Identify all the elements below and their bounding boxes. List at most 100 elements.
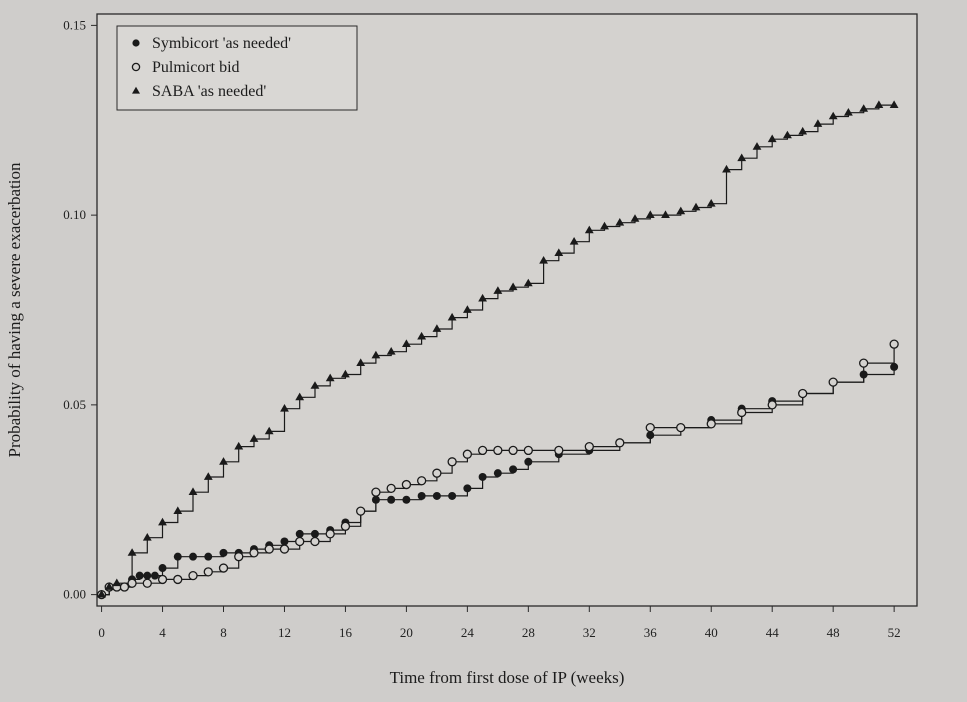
series-0-point — [280, 537, 289, 546]
x-tick-label: 4 — [159, 625, 166, 640]
series-1-point — [157, 574, 168, 585]
series-0-point — [371, 495, 380, 504]
series-0-point — [402, 495, 411, 504]
series-0-point — [143, 571, 152, 580]
series-0-point — [417, 491, 426, 500]
series-1-point — [798, 388, 808, 399]
series-0-point — [478, 472, 487, 481]
series-1-point — [249, 548, 259, 558]
series-2-point — [752, 142, 762, 150]
series-1-point — [432, 468, 442, 478]
series-2-point — [889, 100, 899, 108]
series-markers-group — [96, 100, 899, 600]
series-1-point — [416, 476, 427, 486]
series-0-point — [204, 552, 213, 561]
series-1-point — [234, 552, 244, 562]
series-1-point — [767, 400, 777, 410]
series-1-point — [127, 578, 137, 588]
series-2-point — [798, 126, 808, 135]
series-1-point — [142, 578, 152, 588]
legend-items: Symbicort 'as needed' Pulmicort bid SABA '… — [131, 35, 291, 100]
legend-marker-0 — [132, 39, 140, 47]
series-1-point — [356, 506, 366, 516]
series-2-point — [432, 324, 442, 332]
x-tick-label: 16 — [339, 625, 353, 640]
series-2-point — [645, 210, 655, 218]
series-2-point — [737, 153, 747, 162]
series-0-point — [448, 491, 457, 500]
series-0-point — [173, 552, 182, 561]
y-tick-label: 0.15 — [63, 17, 86, 32]
series-0-point — [524, 457, 533, 466]
series-1-point — [554, 445, 564, 456]
series-2-point — [676, 206, 686, 215]
series-2-point — [554, 248, 564, 256]
series-2-point — [386, 347, 396, 355]
y-tick-label: 0.00 — [63, 587, 86, 602]
series-2-point — [402, 339, 411, 347]
series-2-point — [661, 210, 670, 218]
series-2-point — [584, 225, 594, 234]
series-2-point — [371, 350, 381, 359]
series-2-point — [447, 312, 457, 321]
series-1-point — [676, 422, 686, 433]
series-2-point — [493, 286, 503, 294]
series-1-point — [386, 483, 396, 494]
series-1-point — [645, 422, 655, 433]
series-1-point — [203, 567, 213, 577]
series-2-point — [249, 434, 259, 442]
series-2-point — [203, 472, 213, 480]
series-1-point — [447, 457, 457, 467]
series-2-point — [356, 358, 366, 366]
series-1-point — [295, 536, 305, 547]
series-1-point — [401, 479, 412, 490]
series-0-point — [135, 571, 144, 580]
legend-label-2: SABA 'as needed' — [152, 83, 266, 100]
series-2-point — [828, 111, 838, 120]
x-tick-label: 28 — [522, 625, 535, 640]
series-2-point — [127, 548, 137, 556]
legend-box — [116, 25, 358, 111]
x-tick-label: 52 — [888, 625, 901, 640]
series-0-point — [295, 529, 304, 538]
x-tick-label: 24 — [461, 625, 475, 640]
series-2-point — [463, 305, 472, 313]
series-2-point — [142, 533, 152, 541]
legend-marker-2 — [132, 86, 140, 94]
series-0-point — [432, 491, 441, 500]
series-2-point — [219, 457, 228, 465]
x-tick-label: 20 — [400, 625, 413, 640]
series-2-point — [325, 373, 335, 382]
series-2-point — [615, 218, 625, 226]
x-tick-label: 8 — [220, 625, 227, 640]
series-2-point — [310, 381, 320, 389]
series-1-point — [188, 570, 198, 581]
series-1-point — [477, 445, 488, 456]
series-2-point — [341, 369, 350, 378]
series-0-point — [890, 362, 899, 371]
series-2-point — [722, 164, 731, 173]
series-2-point — [112, 578, 122, 587]
x-tick-label: 36 — [644, 625, 658, 640]
x-tick-label: 12 — [278, 625, 291, 640]
axes-group: 0 4 8 12 16 20 24 28 32 36 40 44 48 520.000.050.100.1… — [63, 17, 900, 640]
series-1-point — [218, 563, 229, 573]
x-tick-label: 40 — [705, 625, 718, 640]
series-0-point — [219, 548, 228, 557]
series-1-point — [584, 441, 594, 452]
x-axis-title: Time from first dose of IP (weeks) — [390, 668, 625, 687]
series-1-point — [462, 449, 473, 459]
series-2-point — [569, 237, 579, 245]
series-2-point — [295, 392, 305, 401]
series-1-point — [508, 445, 518, 456]
series-2-point — [234, 441, 244, 450]
y-tick-label: 0.10 — [63, 207, 86, 222]
series-0-point — [150, 571, 159, 580]
series-1-point — [119, 582, 130, 592]
series-1-point — [340, 521, 351, 531]
series-2-point — [783, 130, 792, 139]
series-1-point — [310, 536, 320, 547]
legend: Symbicort 'as needed' Pulmicort bid SABA '… — [116, 25, 358, 111]
series-1-point — [264, 544, 274, 554]
